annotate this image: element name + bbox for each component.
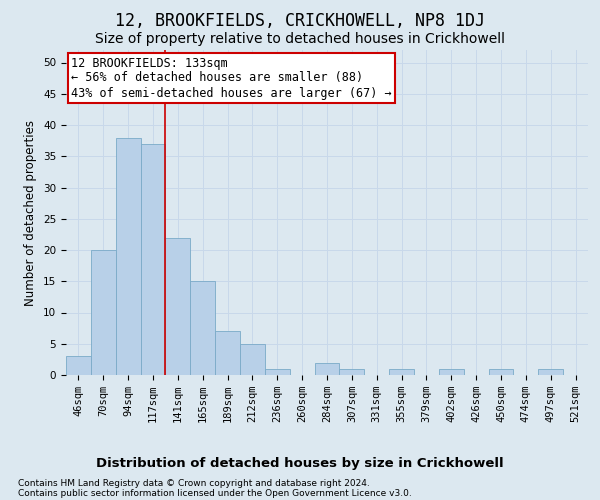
Bar	[166, 238, 190, 375]
Text: 12, BROOKFIELDS, CRICKHOWELL, NP8 1DJ: 12, BROOKFIELDS, CRICKHOWELL, NP8 1DJ	[115, 12, 485, 30]
Text: Size of property relative to detached houses in Crickhowell: Size of property relative to detached ho…	[95, 32, 505, 46]
Bar	[389, 369, 414, 375]
Bar	[140, 144, 166, 375]
Bar	[215, 331, 240, 375]
Text: Contains HM Land Registry data © Crown copyright and database right 2024.: Contains HM Land Registry data © Crown c…	[18, 478, 370, 488]
Y-axis label: Number of detached properties: Number of detached properties	[25, 120, 37, 306]
Bar	[116, 138, 140, 375]
Bar	[66, 356, 91, 375]
Bar	[265, 369, 290, 375]
Bar	[240, 344, 265, 375]
Text: Contains public sector information licensed under the Open Government Licence v3: Contains public sector information licen…	[18, 488, 412, 498]
Bar	[340, 369, 364, 375]
Text: Distribution of detached houses by size in Crickhowell: Distribution of detached houses by size …	[96, 458, 504, 470]
Bar	[488, 369, 514, 375]
Bar	[314, 362, 340, 375]
Bar	[190, 281, 215, 375]
Bar	[439, 369, 464, 375]
Bar	[91, 250, 116, 375]
Text: 12 BROOKFIELDS: 133sqm
← 56% of detached houses are smaller (88)
43% of semi-det: 12 BROOKFIELDS: 133sqm ← 56% of detached…	[71, 56, 392, 100]
Bar	[538, 369, 563, 375]
